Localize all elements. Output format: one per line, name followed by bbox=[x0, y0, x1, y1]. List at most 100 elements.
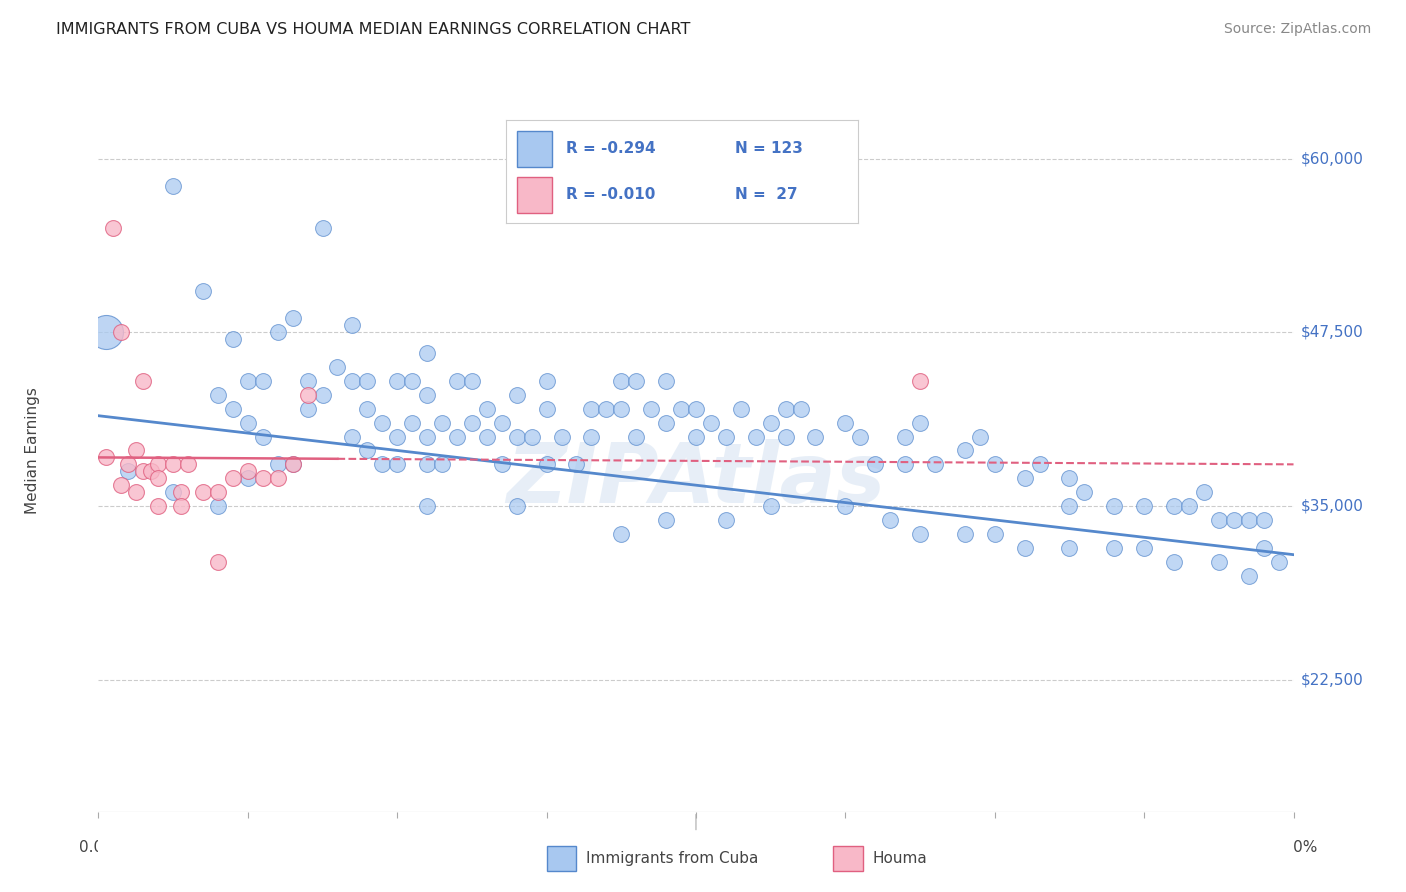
Point bbox=[148, 458, 170, 472]
Text: R = -0.010: R = -0.010 bbox=[565, 186, 655, 202]
Point bbox=[506, 388, 529, 402]
Point bbox=[550, 429, 572, 443]
Text: ZIPAtlas: ZIPAtlas bbox=[506, 439, 886, 520]
Point bbox=[281, 458, 304, 472]
Point bbox=[222, 471, 245, 485]
Point bbox=[326, 360, 349, 375]
Point bbox=[446, 374, 468, 388]
Text: Houma: Houma bbox=[873, 851, 928, 866]
Text: N = 123: N = 123 bbox=[734, 141, 803, 155]
Point bbox=[759, 416, 782, 430]
Point bbox=[169, 499, 191, 513]
Point bbox=[342, 429, 364, 443]
Point bbox=[908, 416, 931, 430]
Point bbox=[110, 478, 132, 492]
Text: IMMIGRANTS FROM CUBA VS HOUMA MEDIAN EARNINGS CORRELATION CHART: IMMIGRANTS FROM CUBA VS HOUMA MEDIAN EAR… bbox=[56, 22, 690, 37]
Point bbox=[125, 443, 148, 458]
Point bbox=[236, 374, 259, 388]
Point bbox=[655, 513, 678, 527]
Point bbox=[1104, 499, 1126, 513]
Point bbox=[1237, 568, 1260, 582]
Point bbox=[342, 318, 364, 333]
Point bbox=[789, 401, 811, 416]
Point bbox=[1073, 485, 1095, 500]
Point bbox=[110, 326, 132, 340]
Point bbox=[1253, 513, 1275, 527]
Point bbox=[714, 429, 737, 443]
Point bbox=[1133, 541, 1156, 555]
Point bbox=[759, 499, 782, 513]
Point bbox=[595, 401, 617, 416]
Point bbox=[834, 416, 856, 430]
Point bbox=[655, 374, 678, 388]
Point bbox=[139, 464, 162, 478]
Point bbox=[162, 458, 184, 472]
Point bbox=[297, 388, 319, 402]
Point bbox=[475, 401, 498, 416]
Point bbox=[117, 464, 139, 478]
Point bbox=[281, 311, 304, 326]
Point bbox=[1237, 513, 1260, 527]
Point bbox=[267, 471, 290, 485]
Point bbox=[94, 450, 117, 465]
Point bbox=[581, 401, 603, 416]
Point bbox=[416, 429, 439, 443]
Text: $47,500: $47,500 bbox=[1301, 325, 1364, 340]
Point bbox=[371, 416, 394, 430]
Text: $35,000: $35,000 bbox=[1301, 499, 1364, 514]
Text: $60,000: $60,000 bbox=[1301, 151, 1364, 166]
Point bbox=[475, 429, 498, 443]
Point bbox=[536, 458, 558, 472]
Point bbox=[804, 429, 827, 443]
Point bbox=[297, 401, 319, 416]
Point bbox=[416, 388, 439, 402]
Point bbox=[834, 499, 856, 513]
Point bbox=[162, 485, 184, 500]
Point bbox=[1267, 555, 1289, 569]
Point bbox=[385, 458, 409, 472]
Text: 0.0%: 0.0% bbox=[79, 839, 118, 855]
Point bbox=[416, 458, 439, 472]
Point bbox=[103, 221, 125, 235]
Point bbox=[894, 458, 917, 472]
FancyBboxPatch shape bbox=[834, 847, 863, 871]
Point bbox=[191, 284, 214, 298]
Point bbox=[252, 471, 274, 485]
Point bbox=[385, 374, 409, 388]
Point bbox=[624, 374, 647, 388]
Point bbox=[730, 401, 752, 416]
Point bbox=[745, 429, 768, 443]
Point bbox=[207, 388, 229, 402]
Point bbox=[236, 464, 259, 478]
Point bbox=[191, 485, 214, 500]
Point bbox=[506, 429, 529, 443]
Point bbox=[953, 443, 976, 458]
Point bbox=[610, 401, 633, 416]
Point bbox=[610, 526, 633, 541]
Point bbox=[581, 429, 603, 443]
Point bbox=[491, 416, 513, 430]
Point bbox=[207, 485, 229, 500]
Point bbox=[222, 401, 245, 416]
Point bbox=[311, 221, 333, 235]
Point bbox=[207, 499, 229, 513]
Point bbox=[983, 526, 1005, 541]
Point bbox=[775, 401, 797, 416]
Text: N =  27: N = 27 bbox=[734, 186, 797, 202]
Point bbox=[252, 374, 274, 388]
Point bbox=[1059, 541, 1081, 555]
Point bbox=[117, 458, 139, 472]
Point bbox=[536, 374, 558, 388]
Point bbox=[1223, 513, 1246, 527]
Text: 80.0%: 80.0% bbox=[1270, 839, 1317, 855]
Point bbox=[685, 429, 707, 443]
Point bbox=[714, 513, 737, 527]
Point bbox=[177, 458, 200, 472]
Point bbox=[132, 374, 155, 388]
Point bbox=[401, 416, 423, 430]
Point bbox=[222, 332, 245, 346]
Point bbox=[125, 485, 148, 500]
Point bbox=[461, 416, 484, 430]
Point bbox=[297, 374, 319, 388]
Point bbox=[356, 443, 378, 458]
